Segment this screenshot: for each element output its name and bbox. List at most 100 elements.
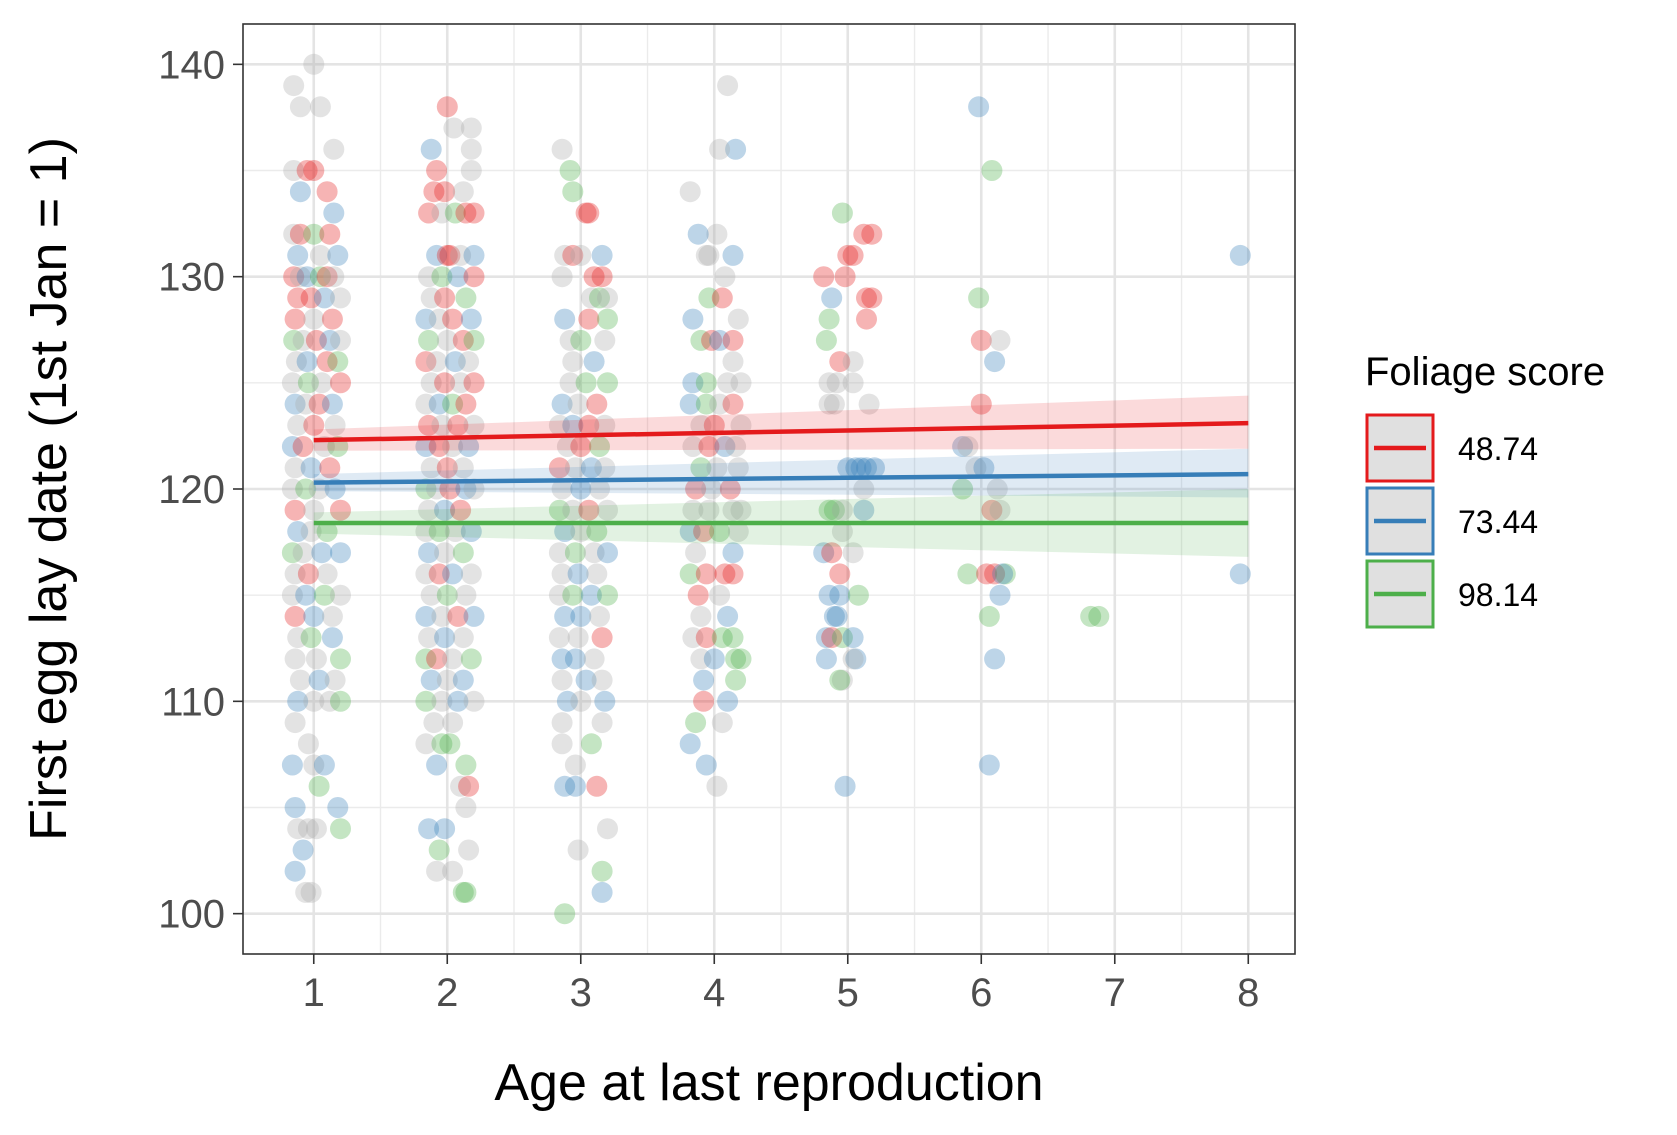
- data-point: [861, 287, 882, 308]
- data-point: [317, 181, 338, 202]
- data-point: [290, 96, 311, 117]
- data-point: [283, 75, 304, 96]
- data-point: [723, 542, 744, 563]
- data-point: [285, 712, 306, 733]
- data-point: [434, 542, 455, 563]
- data-point: [330, 648, 351, 669]
- data-point: [442, 861, 463, 882]
- data-point: [680, 733, 701, 754]
- data-point: [731, 372, 752, 393]
- data-point: [330, 287, 351, 308]
- data-point: [728, 309, 749, 330]
- data-point: [568, 840, 589, 861]
- y-tick-label: 140: [158, 43, 225, 87]
- data-point: [314, 755, 335, 776]
- data-point: [461, 160, 482, 181]
- data-point: [984, 648, 1005, 669]
- data-point: [709, 139, 730, 160]
- data-point: [293, 542, 314, 563]
- data-point: [723, 394, 744, 415]
- data-point: [549, 627, 570, 648]
- data-point: [303, 160, 324, 181]
- x-tick-label: 4: [703, 971, 725, 1015]
- data-point: [565, 755, 586, 776]
- data-point: [843, 351, 864, 372]
- data-point: [592, 245, 613, 266]
- data-point: [685, 542, 706, 563]
- x-tick-label: 1: [303, 971, 325, 1015]
- data-point: [843, 627, 864, 648]
- data-point: [968, 96, 989, 117]
- data-point: [330, 372, 351, 393]
- data-point: [426, 351, 447, 372]
- data-point: [442, 712, 463, 733]
- data-point: [816, 330, 837, 351]
- data-point: [597, 309, 618, 330]
- data-point: [712, 712, 733, 733]
- data-point: [597, 372, 618, 393]
- data-point: [285, 309, 306, 330]
- data-point: [570, 330, 591, 351]
- data-point: [453, 627, 474, 648]
- data-point: [319, 224, 340, 245]
- data-point: [461, 309, 482, 330]
- data-point: [714, 266, 735, 287]
- data-point: [829, 670, 850, 691]
- data-point: [298, 563, 319, 584]
- data-point: [290, 670, 311, 691]
- data-point: [731, 648, 752, 669]
- data-point: [552, 139, 573, 160]
- data-point: [584, 351, 605, 372]
- data-point: [835, 266, 856, 287]
- data-point: [816, 648, 837, 669]
- data-point: [426, 160, 447, 181]
- data-point: [322, 606, 343, 627]
- data-point: [709, 585, 730, 606]
- data-point: [442, 563, 463, 584]
- data-point: [323, 139, 344, 160]
- data-point: [562, 351, 583, 372]
- data-point: [285, 606, 306, 627]
- data-point: [843, 245, 864, 266]
- data-point: [597, 542, 618, 563]
- data-point: [565, 776, 586, 797]
- x-tick-label: 3: [570, 971, 592, 1015]
- data-point: [330, 542, 351, 563]
- data-point: [586, 394, 607, 415]
- data-point: [464, 203, 485, 224]
- data-point: [984, 351, 1005, 372]
- data-point: [592, 882, 613, 903]
- legend-label: 73.44: [1458, 504, 1538, 540]
- data-point: [552, 712, 573, 733]
- data-point: [311, 542, 332, 563]
- y-tick-label: 100: [158, 893, 225, 937]
- data-point: [330, 691, 351, 712]
- data-point: [464, 372, 485, 393]
- data-point: [301, 882, 322, 903]
- data-point: [568, 627, 589, 648]
- y-tick-label: 110: [161, 680, 225, 724]
- data-point: [461, 139, 482, 160]
- data-point: [717, 75, 738, 96]
- data-point: [322, 627, 343, 648]
- data-point: [562, 181, 583, 202]
- data-point: [685, 712, 706, 733]
- data-point: [565, 648, 586, 669]
- data-point: [832, 203, 853, 224]
- data-point: [597, 818, 618, 839]
- data-point: [696, 563, 717, 584]
- y-axis-title: First egg lay date (1st Jan = 1): [20, 137, 78, 841]
- legend-label: 48.74: [1458, 431, 1538, 467]
- data-point: [594, 691, 615, 712]
- data-point: [560, 160, 581, 181]
- data-point: [461, 118, 482, 139]
- data-point: [723, 563, 744, 584]
- data-point: [455, 797, 476, 818]
- data-point: [723, 627, 744, 648]
- data-point: [311, 372, 332, 393]
- data-point: [592, 627, 613, 648]
- x-axis: 12345678: [303, 954, 1260, 1015]
- data-point: [297, 351, 318, 372]
- data-point: [827, 606, 848, 627]
